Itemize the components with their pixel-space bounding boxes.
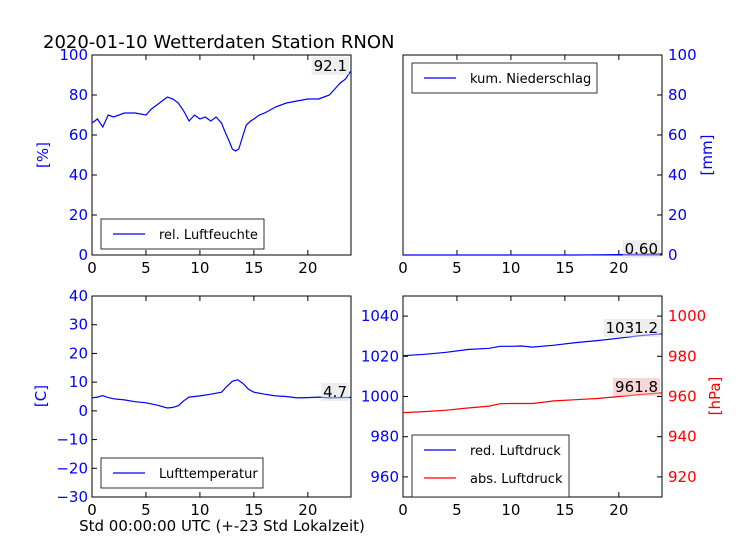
temp-xtick-label: 20 (298, 501, 317, 519)
humidity-ytick-label: 80 (69, 86, 88, 104)
x-axis-label: Std 00:00:00 UTC (+-23 Std Lokalzeit) (79, 517, 365, 535)
precip-ytick-label: 40 (668, 166, 687, 184)
humidity-last-value-bg (311, 57, 349, 75)
pressure-left-ytick-label: 960 (370, 468, 399, 486)
temp-ytick-label: −10 (56, 431, 88, 449)
precip-last-value-bg (622, 240, 660, 258)
pressure-right-ytick-label: 1000 (668, 307, 706, 325)
temp-ytick-label: 30 (69, 316, 88, 334)
precip-xtick-label: 15 (555, 259, 574, 277)
temp-xtick-label: 0 (87, 501, 97, 519)
temp-xtick-label: 10 (190, 501, 209, 519)
humidity-xtick-label: 20 (298, 259, 317, 277)
pressure-left-ytick-label: 980 (370, 428, 399, 446)
pressure-left-ytick-label: 1000 (361, 388, 399, 406)
pressure-left-ytick-label: 1040 (361, 307, 399, 325)
precip-last-value: 0.60 (625, 240, 658, 258)
pressure-last-value-absolute: 961.8 (615, 378, 658, 396)
pressure-xtick-label: 20 (609, 501, 628, 519)
humidity-xtick-label: 15 (244, 259, 263, 277)
pressure-last-value-reduced-bg (603, 319, 660, 337)
precip-xtick-label: 0 (398, 259, 408, 277)
humidity-ytick-label: 40 (69, 166, 88, 184)
pressure-xtick-label: 10 (501, 501, 520, 519)
temp-frame (91, 295, 352, 498)
humidity-last-value: 92.1 (314, 57, 347, 75)
pressure-xtick-label: 0 (398, 501, 408, 519)
humidity-ytick-label: 100 (59, 46, 88, 64)
temp-ytick-label: 0 (78, 402, 88, 420)
pressure-legend-label: red. Luftdruck (470, 444, 561, 459)
temp-xtick-label: 5 (141, 501, 151, 519)
temp-legend-label: Lufttemperatur (159, 467, 258, 482)
pressure-legend-box (411, 434, 570, 498)
temp-ytick-label: 40 (69, 287, 88, 305)
pressure-absolute-line (402, 392, 663, 414)
precip-ytick-label: 20 (668, 206, 687, 224)
humidity-legend-label: rel. Luftfeuchte (159, 228, 258, 243)
precip-ytick-label: 60 (668, 126, 687, 144)
temp-ytick-label: 20 (69, 344, 88, 362)
temperature-y-axis-label: [C] (32, 385, 50, 407)
precip-xtick-label: 20 (609, 259, 628, 277)
precip-ytick-label: 80 (668, 86, 687, 104)
temp-ytick-label: −30 (56, 488, 88, 506)
precip-ytick-label: 0 (668, 246, 678, 264)
temp-last-value-bg (321, 383, 349, 401)
figure-title: 2020-01-10 Wetterdaten Station RNON (43, 32, 394, 53)
precip-ytick-label: 100 (668, 46, 697, 64)
temp-xtick-label: 15 (244, 501, 263, 519)
temp-ytick-label: −20 (56, 459, 88, 477)
pressure-right-ytick-label: 920 (668, 468, 697, 486)
temp-last-value: 4.7 (323, 383, 347, 401)
temp-series-line (91, 379, 352, 409)
precipitation-y-axis-label: [mm] (698, 135, 716, 176)
humidity-ytick-label: 20 (69, 206, 88, 224)
pressure-xtick-label: 15 (555, 501, 574, 519)
pressure-right-ytick-label: 980 (668, 347, 697, 365)
humidity-series-line (91, 70, 352, 152)
humidity-frame (91, 54, 352, 256)
humidity-xtick-label: 5 (141, 259, 151, 277)
pressure-last-value-reduced: 1031.2 (606, 319, 659, 337)
temp-ytick-label: 10 (69, 373, 88, 391)
humidity-chart: [%] 0 5 10 15 20 0 20 40 60 80 100 rel. Luftfeuchte… (34, 46, 352, 277)
pressure-y-axis-label: [hPa] (706, 377, 724, 416)
humidity-xtick-label: 10 (190, 259, 209, 277)
pressure-last-value-absolute-bg (613, 378, 660, 396)
humidity-ytick-label: 0 (78, 246, 88, 264)
pressure-right-ytick-label: 940 (668, 428, 697, 446)
temperature-chart: [C] 0 5 10 15 20 −30 −20 −10 0 10 20 30 40 Lufttemper… (32, 287, 352, 519)
humidity-ytick-label: 60 (69, 126, 88, 144)
precipitation-chart: [mm] 0 5 10 15 20 0 20 40 60 80 100 kum. Niederschl… (398, 46, 716, 277)
precip-xtick-label: 5 (452, 259, 462, 277)
pressure-chart: [hPa] 0 5 10 15 20 960 980 1000 1020 1040 920 940 96… (361, 295, 724, 519)
precip-xtick-label: 10 (501, 259, 520, 277)
humidity-y-axis-label: [%] (34, 142, 52, 168)
pressure-reduced-line (402, 333, 663, 357)
precip-legend-label: kum. Niederschlag (470, 72, 591, 87)
pressure-legend-label: abs. Luftdruck (470, 472, 563, 487)
humidity-xtick-label: 0 (87, 259, 97, 277)
pressure-right-ytick-label: 960 (668, 388, 697, 406)
pressure-left-ytick-label: 1020 (361, 347, 399, 365)
pressure-xtick-label: 5 (452, 501, 462, 519)
